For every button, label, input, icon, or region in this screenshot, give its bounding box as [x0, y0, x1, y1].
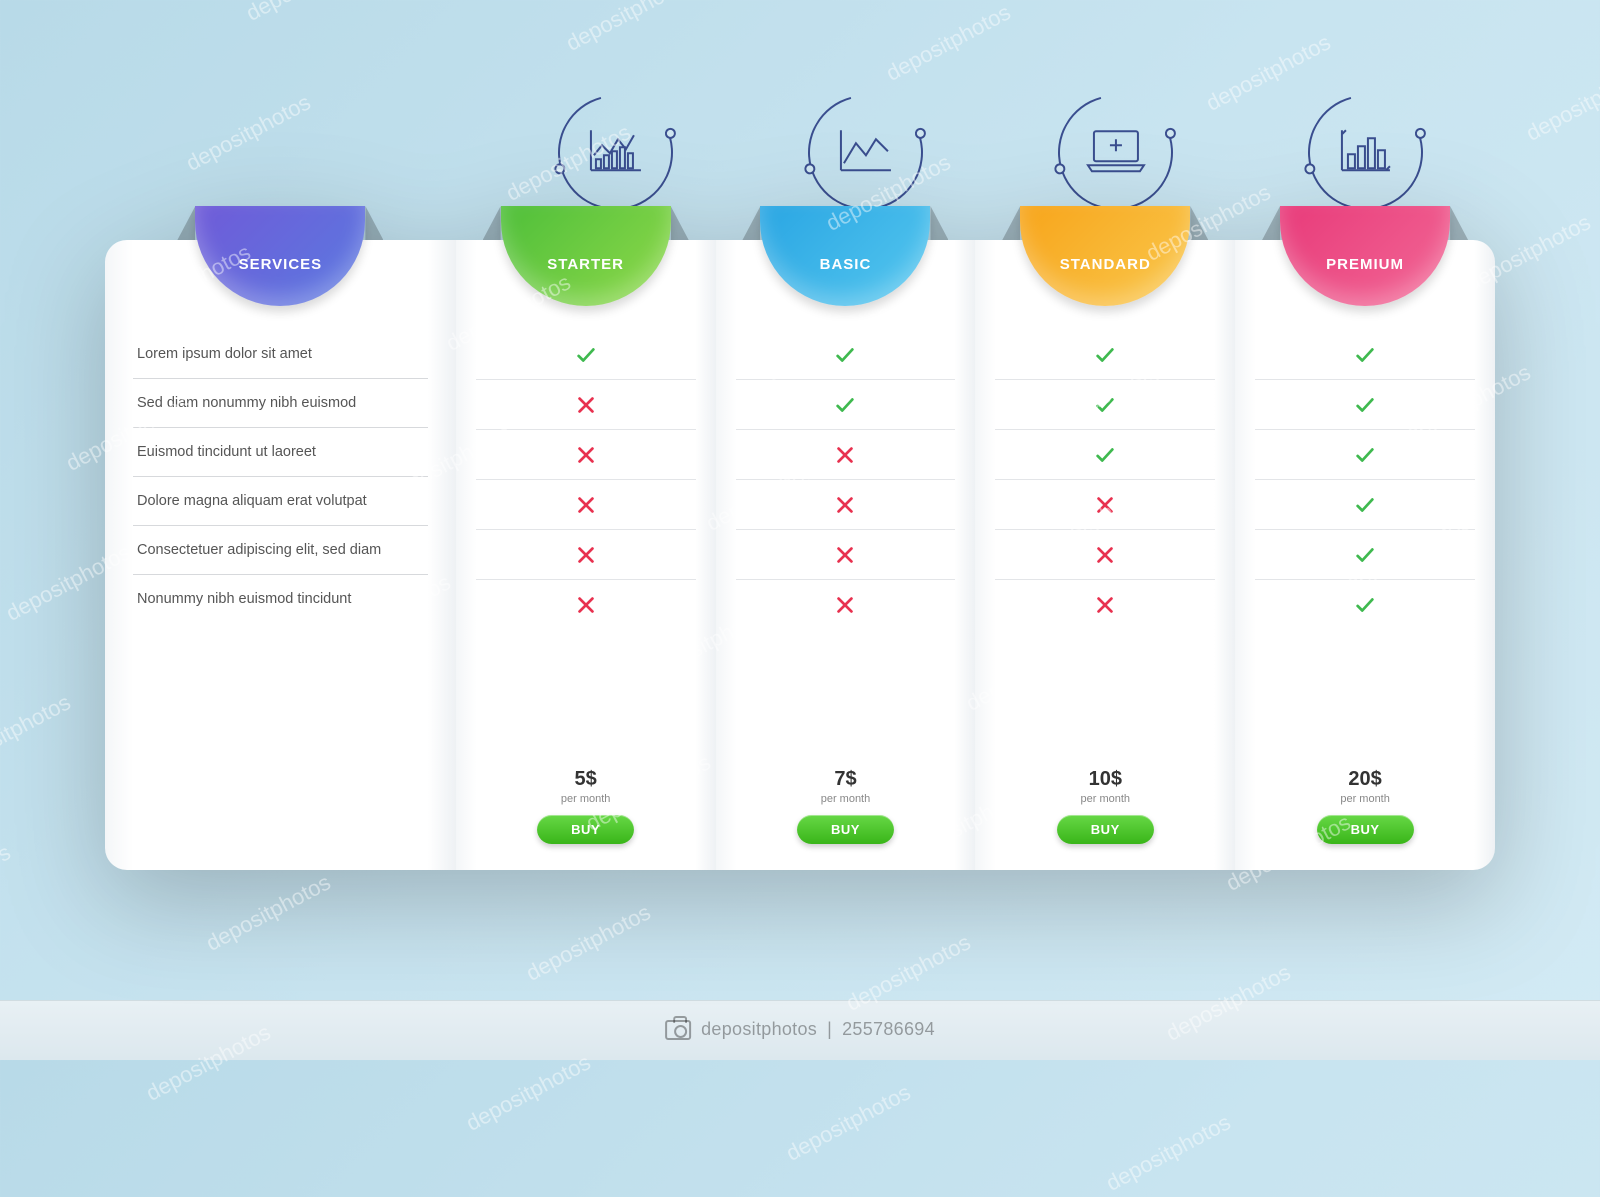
- plan-premium: Premium 20$ per month Buy: [1235, 240, 1495, 870]
- basic-tab: Basic: [760, 206, 930, 306]
- price: 20$: [1235, 768, 1495, 791]
- check-icon: [995, 430, 1215, 480]
- feature-item: Nonummy nibh euismod tincidunt: [133, 575, 428, 623]
- per-month: per month: [456, 793, 716, 805]
- services-panel: Services Lorem ipsum dolor sit amet Sed …: [105, 240, 456, 870]
- marks-list: [456, 330, 716, 630]
- cross-icon: [995, 480, 1215, 530]
- plan-starter: Starter 5$ per month Buy: [456, 240, 716, 870]
- camera-icon: [665, 1020, 691, 1040]
- cross-icon: [736, 430, 956, 480]
- cross-icon: [476, 480, 696, 530]
- check-icon: [1255, 330, 1475, 380]
- per-month: per month: [716, 793, 976, 805]
- feature-list: Lorem ipsum dolor sit amet Sed diam nonu…: [105, 330, 456, 623]
- cross-icon: [476, 530, 696, 580]
- check-icon: [995, 380, 1215, 430]
- feature-item: Euismod tincidunt ut laoreet: [133, 428, 428, 477]
- watermark-id: 255786694: [842, 1019, 935, 1040]
- watermark-footer: depositphotos | 255786694: [665, 1019, 935, 1040]
- price: 10$: [975, 768, 1235, 791]
- plan-title: Starter: [547, 256, 624, 273]
- price-block: 5$ per month Buy: [456, 768, 716, 870]
- price: 5$: [456, 768, 716, 791]
- cross-icon: [476, 580, 696, 630]
- check-icon: [995, 330, 1215, 380]
- marks-list: [1235, 330, 1495, 630]
- check-icon: [476, 330, 696, 380]
- buy-button[interactable]: Buy: [1317, 815, 1414, 844]
- plan-standard: Standard 10$ per month Buy: [975, 240, 1235, 870]
- check-icon: [736, 380, 956, 430]
- standard-tab: Standard: [1020, 206, 1190, 306]
- price-block: 20$ per month Buy: [1235, 768, 1495, 870]
- cross-icon: [995, 580, 1215, 630]
- price-block: 10$ per month Buy: [975, 768, 1235, 870]
- check-icon: [736, 330, 956, 380]
- buy-button[interactable]: Buy: [797, 815, 894, 844]
- top-icons-row: [490, 95, 1490, 210]
- starter-tab: Starter: [501, 206, 671, 306]
- per-month: per month: [1235, 793, 1495, 805]
- buy-button[interactable]: Buy: [537, 815, 634, 844]
- cross-icon: [476, 430, 696, 480]
- check-icon: [1255, 380, 1475, 430]
- check-icon: [1255, 480, 1475, 530]
- plan-basic: Basic 7$ per month Buy: [716, 240, 976, 870]
- plan-title: Basic: [820, 256, 872, 273]
- check-icon: [1255, 430, 1475, 480]
- services-title: Services: [239, 256, 323, 273]
- cross-icon: [736, 480, 956, 530]
- price-block: 7$ per month Buy: [716, 768, 976, 870]
- watermark-brand: depositphotos: [701, 1019, 817, 1040]
- check-icon: [1255, 580, 1475, 630]
- cross-icon: [995, 530, 1215, 580]
- feature-item: Consectetuer adipiscing elit, sed diam: [133, 526, 428, 575]
- price: 7$: [716, 768, 976, 791]
- watermark-sep: |: [827, 1019, 832, 1040]
- services-tab: Services: [195, 206, 365, 306]
- buy-button[interactable]: Buy: [1057, 815, 1154, 844]
- plan-title: Standard: [1060, 256, 1151, 273]
- plan-title: Premium: [1326, 256, 1404, 273]
- per-month: per month: [975, 793, 1235, 805]
- cross-icon: [736, 530, 956, 580]
- marks-list: [975, 330, 1235, 630]
- feature-item: Dolore magna aliquam erat volutpat: [133, 477, 428, 526]
- feature-item: Lorem ipsum dolor sit amet: [133, 330, 428, 379]
- marks-list: [716, 330, 976, 630]
- check-icon: [1255, 530, 1475, 580]
- premium-tab: Premium: [1280, 206, 1450, 306]
- cross-icon: [476, 380, 696, 430]
- pricing-table: Services Lorem ipsum dolor sit amet Sed …: [105, 240, 1495, 870]
- feature-item: Sed diam nonummy nibh euismod: [133, 379, 428, 428]
- cross-icon: [736, 580, 956, 630]
